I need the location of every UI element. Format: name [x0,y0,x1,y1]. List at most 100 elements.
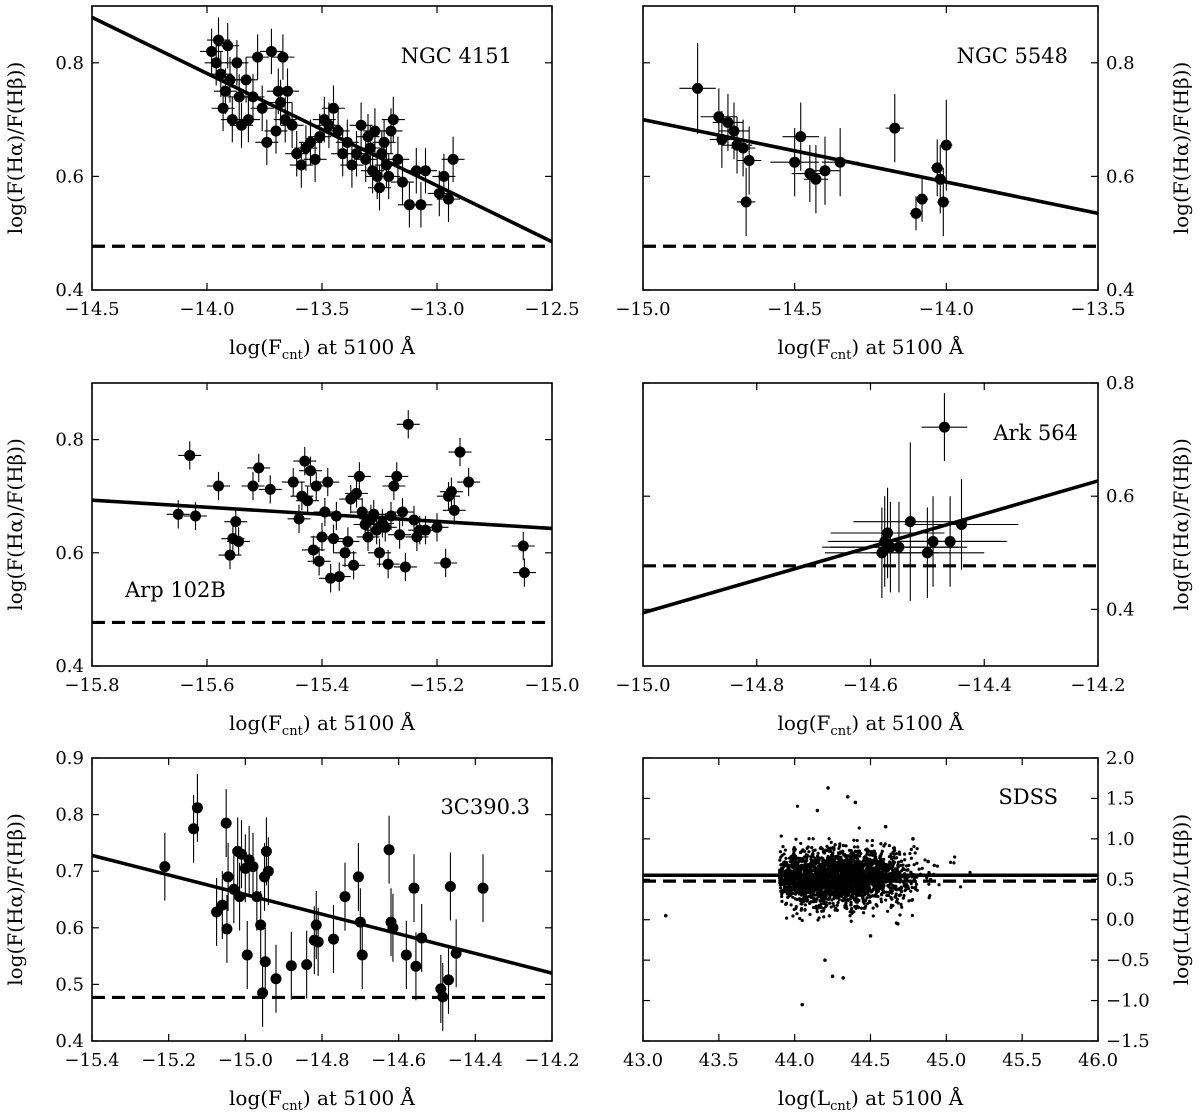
point-marker [348,559,360,571]
sdss-point [850,859,855,864]
point-marker [889,122,901,134]
sdss-point [791,873,796,877]
data-point [241,471,265,501]
sdss-point [822,879,826,883]
point-marker [882,527,894,539]
sdss-point [792,870,796,874]
sdss-point [807,883,812,887]
sdss-point [803,907,807,912]
data-point [356,522,380,552]
y-tick-label: −0.5 [1106,950,1150,971]
sdss-point [784,856,788,860]
data-point [312,907,324,976]
data-point [435,954,447,1023]
sdss-point [783,880,787,884]
sdss-point [829,884,833,889]
sdss-point [832,845,836,849]
sdss-point [846,877,850,882]
sdss-point [806,854,810,858]
point-marker [323,119,335,131]
sdss-point [791,883,796,887]
point-marker [226,114,238,126]
sdss-point [843,874,847,878]
sdss-outlier [823,958,827,962]
data-point [280,102,304,148]
data-point [448,437,472,467]
point-marker [387,114,399,126]
sdss-point [780,892,784,896]
data-point [328,905,339,974]
sdss-point [898,888,903,892]
sdss-point [824,900,828,904]
sdss-point [788,880,792,884]
sdss-point [899,863,903,867]
data-point [387,893,399,962]
point-marker [291,148,303,160]
sdss-point [853,883,857,888]
point-marker [410,960,422,972]
point-marker [937,196,949,208]
sdss-point [952,861,956,865]
sdss-point [870,890,874,894]
sdss-point [882,862,887,867]
sdss-point [803,903,807,907]
point-marker [309,153,321,165]
sdss-outlier [815,808,820,813]
sdss-point [865,901,870,906]
data-point [386,136,410,183]
sdss-point [852,864,856,868]
sdss-point [868,877,872,881]
point-marker [172,508,184,520]
sdss-point [844,844,848,848]
point-marker [247,861,259,873]
x-tick-label: −15.2 [141,1050,196,1071]
point-marker [222,40,234,52]
point-marker [253,462,265,474]
sdss-point [958,885,963,889]
sdss-point [834,854,838,859]
y-axis-label: log(L(Hα)/L(Hβ)) [1169,814,1193,985]
x-tick-label: −15.4 [64,1050,119,1071]
sdss-point [872,849,876,853]
x-tick-label: −14.4 [957,675,1012,696]
panel-ngc-4151: −14.5 −14.0 −13.5 −13.0 −12.5 0.4 0.6 0.8 NGC 41… [3,5,580,363]
sdss-point [925,876,929,880]
point-marker [277,51,289,63]
data-point [326,108,350,154]
data-point [737,126,762,195]
point-marker [391,470,403,482]
point-marker [240,74,252,86]
data-point [339,862,351,931]
point-marker [257,987,269,999]
x-tick-label: 44.5 [850,1050,890,1071]
sdss-point [859,906,863,910]
sdss-point [873,868,877,872]
data-point [457,467,481,497]
sdss-point [828,847,832,851]
sdss-point [802,893,806,898]
sdss-point [783,890,787,894]
sdss-point [842,887,847,891]
fit-line [92,15,552,244]
sdss-point [819,881,823,885]
sdss-point [816,918,820,922]
point-marker [360,153,372,165]
sdss-point [868,868,872,872]
sdss-point [832,893,836,898]
point-marker [380,159,392,171]
data-point [444,852,456,921]
sdss-point [893,895,897,899]
sdss-point [842,878,846,882]
y-tick-label: 0.4 [55,280,84,301]
point-marker [355,119,367,131]
sdss-point [912,863,916,867]
sdss-point [852,855,856,860]
sdss-point [904,864,909,868]
sdss-point [874,858,878,862]
sdss-point [790,888,794,892]
sdss-point [892,852,897,856]
sdss-point [864,876,868,880]
data-point [885,94,904,163]
sdss-point [854,861,858,865]
point-marker [337,148,349,160]
